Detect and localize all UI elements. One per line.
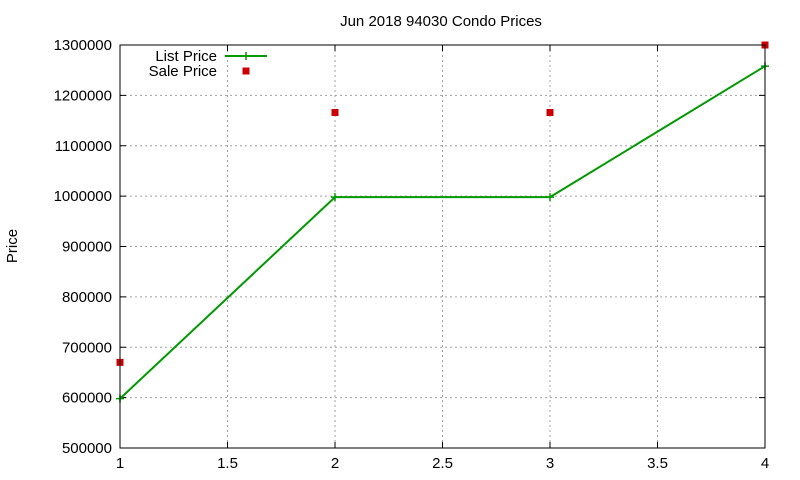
x-tick-label: 2	[331, 455, 339, 472]
legend-sample-list-price	[225, 52, 267, 60]
x-tick-label: 1.5	[217, 455, 238, 472]
y-tick-label: 600000	[62, 390, 112, 407]
x-tick-label: 4	[761, 455, 769, 472]
grid	[120, 45, 765, 448]
legend-label-sale-price: Sale Price	[149, 63, 217, 80]
y-tick-label: 1300000	[54, 37, 112, 54]
x-tick-label: 2.5	[432, 455, 453, 472]
plot-frame	[119, 44, 766, 449]
x-tick-label: 3.5	[647, 455, 668, 472]
legend-marker	[242, 52, 250, 60]
series-line	[119, 65, 766, 400]
y-tick-label: 1000000	[54, 188, 112, 205]
data-point	[546, 109, 554, 117]
y-axis-label: Price	[4, 229, 21, 263]
legend: List Price Sale Price	[149, 48, 267, 80]
data-point	[546, 193, 554, 202]
legend-marker	[242, 67, 250, 75]
tick-labels: 1 1.5 2 2.5 3 3.5 4 500000 600000 700000 800000 900…	[54, 37, 770, 472]
y-tick-label: 1200000	[54, 87, 112, 104]
y-tick-label: 800000	[62, 289, 112, 306]
y-tick-label: 700000	[62, 339, 112, 356]
y-tick-label: 500000	[62, 440, 112, 457]
legend-sample-sale-price	[242, 67, 250, 75]
data-point	[331, 109, 339, 117]
data-point	[331, 193, 339, 202]
x-tick-label: 1	[116, 455, 124, 472]
x-tick-label: 3	[546, 455, 554, 472]
y-tick-label: 900000	[62, 239, 112, 256]
y-tick-label: 1100000	[55, 138, 112, 155]
legend-label-list-price: List Price	[155, 48, 217, 65]
chart-title: Jun 2018 94030 Condo Prices	[340, 13, 542, 30]
